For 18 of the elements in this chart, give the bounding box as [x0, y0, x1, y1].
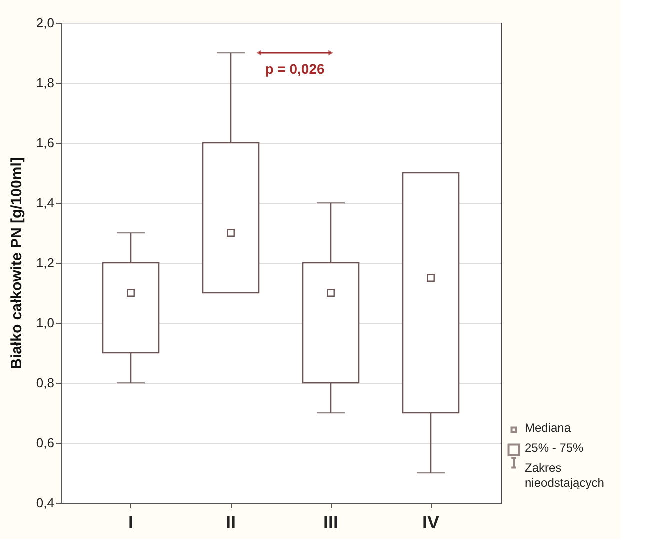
x-tick-label: III [323, 512, 339, 532]
y-tick-label: 1,8 [36, 76, 54, 90]
y-tick-label: 0,4 [36, 496, 54, 510]
x-tick-label: I [128, 512, 134, 532]
y-tick-label: 2,0 [36, 16, 54, 30]
y-tick-label: 0,6 [36, 436, 54, 450]
text: 25% - 75% [525, 441, 584, 455]
y-tick-label: 1,4 [36, 196, 54, 210]
text: Zakres nieodstających [525, 461, 604, 490]
x-tick-label: IV [422, 512, 440, 532]
y-tick-label: 1,6 [36, 136, 54, 150]
y-tick-label: 1,2 [36, 256, 54, 270]
y-axis-title: Białko całkowite PN [g/100ml] [8, 158, 26, 370]
text: Mediana [525, 421, 572, 435]
y-tick-label: 0,8 [36, 376, 54, 390]
y-tick-label: 1,0 [36, 316, 54, 330]
annotation: p = 0,026 [265, 61, 325, 77]
x-tick-label: II [226, 512, 236, 532]
